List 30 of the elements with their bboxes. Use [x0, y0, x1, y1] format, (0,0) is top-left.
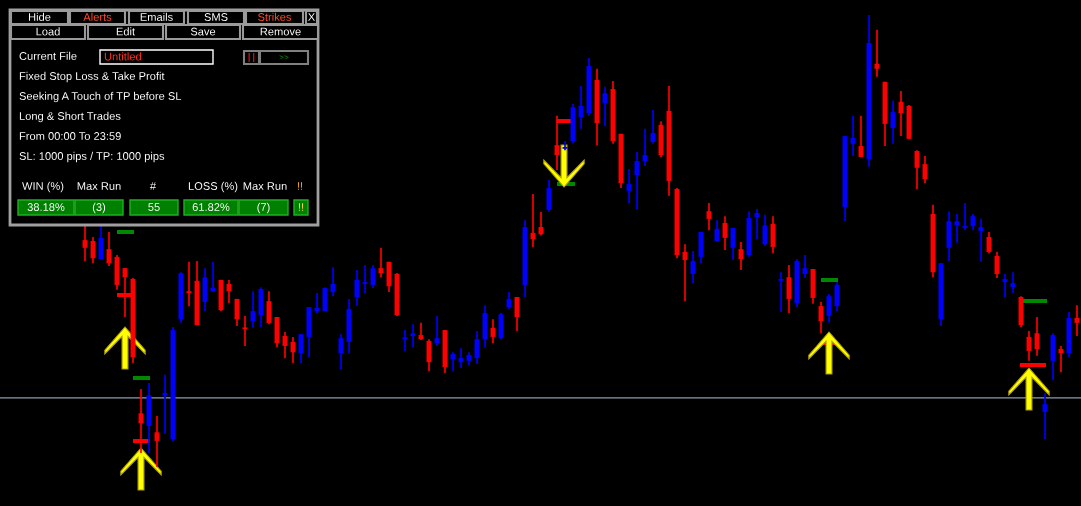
annotation: Save [190, 27, 216, 36]
annotation: From 00:00 To 23:59 [19, 132, 121, 140]
annotation: !! [298, 203, 304, 211]
annotation: # [149, 182, 157, 190]
annotation: (3) [92, 202, 106, 214]
annotation: Edit [116, 27, 135, 36]
annotation: (7) [257, 202, 270, 214]
annotation: Seeking A Touch of TP before SL [19, 91, 182, 103]
annotation: LOSS (%) [188, 181, 238, 193]
annotation: Remove [260, 27, 301, 36]
annotation: Fixed Stop Loss & Take Profit [19, 71, 165, 83]
annotation: Untitled [104, 52, 141, 61]
annotation: Alerts [83, 12, 112, 21]
text: 38.18% [27, 203, 65, 211]
annotation: X [308, 13, 315, 21]
annotation: Max Run [77, 182, 121, 190]
annotation: SL: 1000 pips / TP: 1000 pips [19, 151, 165, 163]
text: WIN (%) [22, 181, 64, 193]
annotation: 55 [148, 203, 160, 211]
annotation: Emails [140, 12, 173, 21]
annotation: Long & Short Trades [19, 111, 121, 123]
annotation: >> [279, 55, 289, 60]
text: Load [36, 27, 60, 36]
annotation: SMS [204, 13, 228, 21]
text: Hide [28, 12, 51, 21]
annotation: Max Run [243, 182, 287, 190]
annotation: !! [297, 182, 303, 190]
annotation: 61.82% [192, 203, 230, 211]
text: Current File [19, 51, 77, 60]
annotation: Strikes [258, 12, 292, 21]
